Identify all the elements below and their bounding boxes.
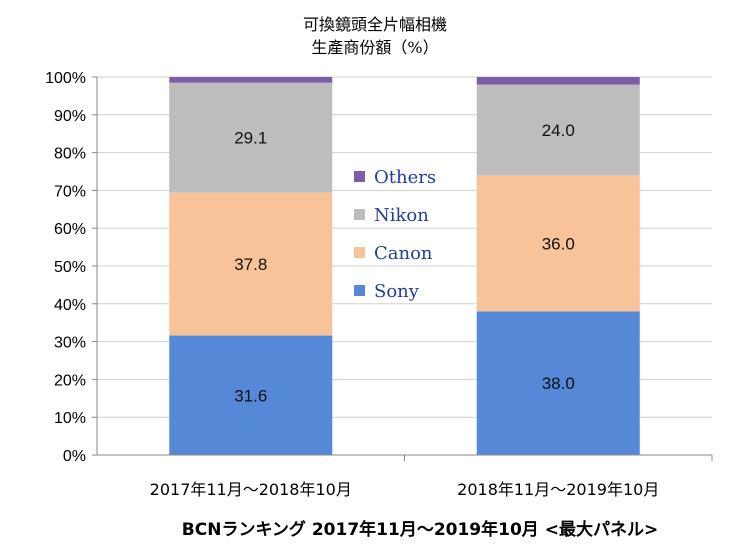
- y-tick-label: 60%: [54, 221, 86, 238]
- y-tick-label: 0%: [63, 448, 86, 465]
- data-label: 29.1: [234, 129, 267, 148]
- data-label: 36.0: [542, 234, 575, 253]
- y-tick-label: 10%: [54, 410, 86, 427]
- data-label: 31.6: [234, 386, 267, 405]
- y-axis-ticks: 0% 10% 20% 30% 40% 50% 60% 70% 80% 90% 100%: [45, 70, 97, 465]
- data-label: 38.0: [542, 374, 575, 393]
- bars: [169, 77, 640, 455]
- chart-title: 可換鏡頭全片幅相機: [303, 15, 447, 34]
- legend-label-sony: Sony: [374, 281, 420, 302]
- legend-swatch-others: [354, 171, 365, 182]
- source-note: BCNランキング 2017年11月〜2019年10月 <最大パネル>: [182, 519, 658, 540]
- x-category-label: 2018年11月〜2019年10月: [457, 480, 659, 499]
- bar-sony: [169, 335, 333, 455]
- data-labels: 31.6 37.8 29.1 38.0 36.0 24.0: [234, 121, 575, 405]
- y-tick-label: 20%: [54, 372, 86, 389]
- y-tick-label: 50%: [54, 259, 86, 276]
- bar-others: [476, 77, 640, 85]
- bar-canon: [476, 175, 640, 312]
- axes: [96, 77, 713, 461]
- x-category-label: 2017年11月〜2018年10月: [150, 480, 352, 499]
- y-tick-label: 40%: [54, 297, 86, 314]
- data-label: 37.8: [234, 255, 267, 274]
- y-tick-label: 30%: [54, 335, 86, 352]
- bar-canon: [169, 192, 333, 336]
- bar-nikon: [169, 82, 333, 193]
- y-tick-label: 100%: [45, 70, 86, 87]
- x-axis-categories: 2017年11月〜2018年10月 2018年11月〜2019年10月: [150, 480, 660, 499]
- legend-label-canon: Canon: [374, 243, 433, 264]
- legend-swatch-canon: [354, 247, 365, 258]
- bar-others: [169, 77, 333, 83]
- legend-swatch-nikon: [354, 209, 365, 220]
- legend-label-others: Others: [374, 167, 436, 188]
- bar-nikon: [476, 84, 640, 176]
- data-label: 24.0: [542, 121, 575, 140]
- legend-swatch-sony: [354, 285, 365, 296]
- legend: Others Nikon Canon Sony: [354, 167, 436, 302]
- y-tick-label: 70%: [54, 183, 86, 200]
- chart-subtitle: 生產商份額（%）: [311, 38, 438, 57]
- y-tick-label: 90%: [54, 108, 86, 125]
- legend-label-nikon: Nikon: [374, 205, 429, 226]
- y-tick-label: 80%: [54, 146, 86, 163]
- bar-sony: [476, 311, 640, 455]
